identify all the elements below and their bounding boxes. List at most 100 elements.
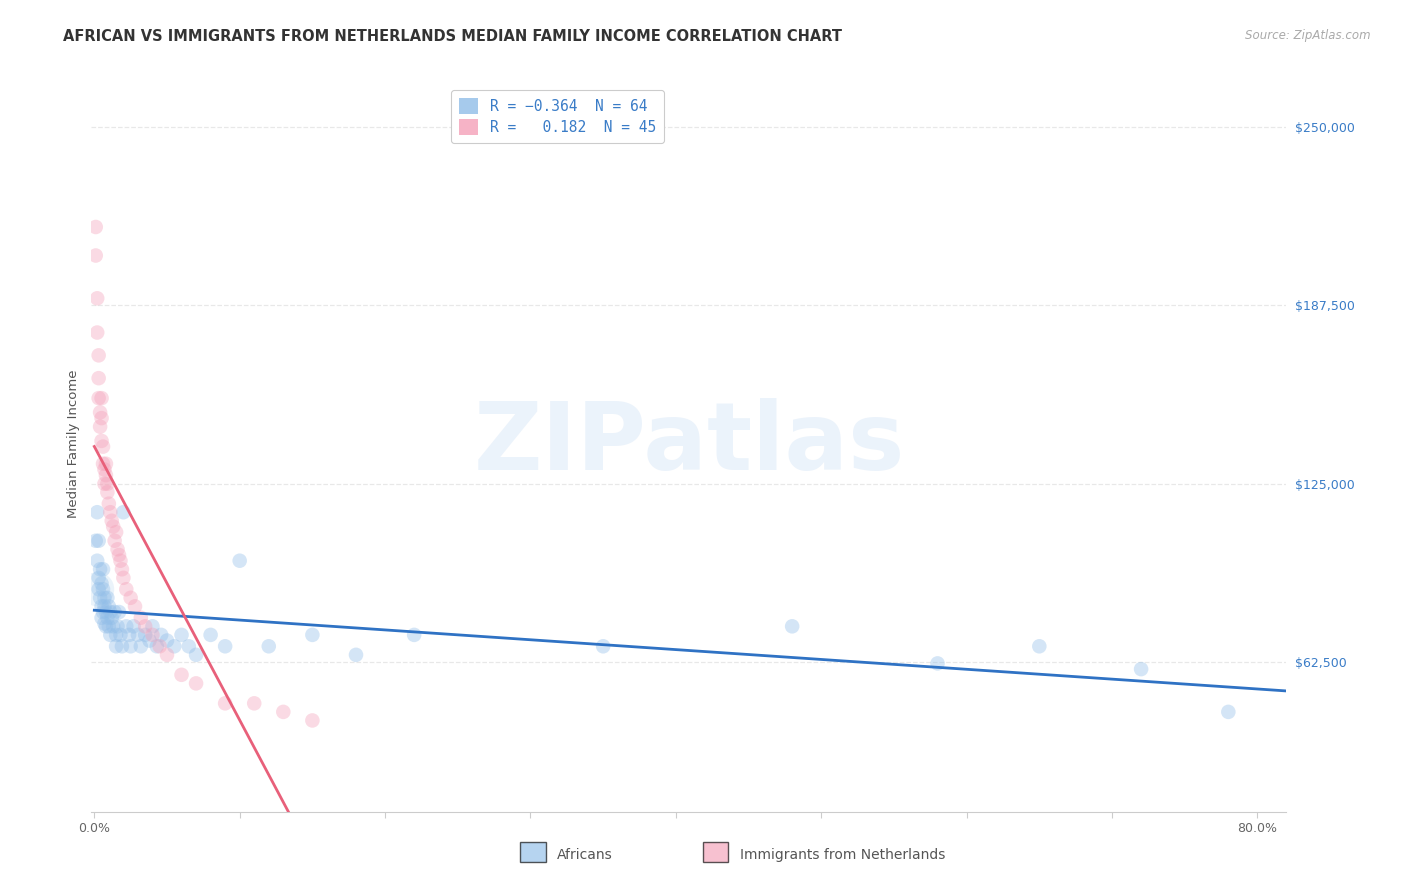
Point <box>344 648 367 662</box>
Point <box>86 505 108 519</box>
Point <box>103 519 125 533</box>
Point <box>91 457 114 471</box>
Point <box>1130 662 1153 676</box>
Point <box>87 391 110 405</box>
Point <box>110 554 132 568</box>
Point <box>91 562 114 576</box>
Point <box>87 348 110 362</box>
Point <box>104 605 127 619</box>
Point <box>122 619 145 633</box>
Point <box>138 633 160 648</box>
Point <box>112 505 135 519</box>
Point <box>115 582 138 597</box>
Point <box>94 605 117 619</box>
Point <box>90 434 112 448</box>
Point <box>94 619 117 633</box>
Point <box>89 591 111 605</box>
Point <box>1028 640 1050 654</box>
Point <box>105 525 128 540</box>
Point <box>115 619 138 633</box>
Point <box>184 676 207 690</box>
Text: Immigrants from Netherlands: Immigrants from Netherlands <box>740 847 945 862</box>
Point <box>111 640 134 654</box>
Point <box>84 248 107 262</box>
Point <box>124 599 146 614</box>
Point <box>89 405 111 419</box>
Point <box>93 591 115 605</box>
Point <box>112 571 135 585</box>
Point <box>129 611 152 625</box>
Point <box>118 628 141 642</box>
Point <box>94 457 117 471</box>
Point <box>271 705 294 719</box>
Point <box>89 419 111 434</box>
Point <box>108 605 131 619</box>
Point <box>96 476 118 491</box>
Point <box>86 554 108 568</box>
Point <box>927 657 949 671</box>
Point <box>94 468 117 483</box>
Point <box>96 591 118 605</box>
Point <box>108 548 131 562</box>
Point <box>110 628 132 642</box>
Point <box>257 640 280 654</box>
Point <box>91 582 114 597</box>
Point <box>91 605 114 619</box>
Point <box>150 628 173 642</box>
Point <box>96 485 118 500</box>
Point <box>214 640 236 654</box>
Point <box>90 391 112 405</box>
Point <box>170 668 193 682</box>
Point <box>120 591 142 605</box>
Point <box>97 619 120 633</box>
Point <box>163 640 186 654</box>
Point <box>156 633 179 648</box>
Point <box>780 619 803 633</box>
Point <box>404 628 426 642</box>
Point <box>100 514 122 528</box>
Point <box>149 640 172 654</box>
Point <box>91 440 114 454</box>
Point <box>105 640 128 654</box>
Point <box>301 714 323 728</box>
Point <box>89 562 111 576</box>
Point <box>100 611 122 625</box>
Point <box>87 582 110 597</box>
Point <box>105 628 128 642</box>
Point <box>97 497 120 511</box>
Text: ZIPatlas: ZIPatlas <box>474 398 904 490</box>
Y-axis label: Median Family Income: Median Family Income <box>67 369 80 518</box>
Point <box>592 640 614 654</box>
Point <box>103 619 125 633</box>
Point <box>134 619 156 633</box>
Point <box>86 326 108 340</box>
Point <box>214 696 236 710</box>
Point <box>177 640 200 654</box>
Point <box>98 628 121 642</box>
Point <box>107 619 129 633</box>
Point <box>90 599 112 614</box>
Legend: R = −0.364  N = 64, R =   0.182  N = 45: R = −0.364 N = 64, R = 0.182 N = 45 <box>451 90 664 144</box>
Point <box>84 533 107 548</box>
Point <box>90 576 112 591</box>
Point <box>93 616 115 631</box>
Point <box>104 533 127 548</box>
Text: Africans: Africans <box>557 847 613 862</box>
Point <box>87 533 110 548</box>
Point <box>156 648 179 662</box>
Point <box>84 219 107 234</box>
Point <box>170 628 193 642</box>
Point <box>243 696 266 710</box>
Point <box>90 611 112 625</box>
Point <box>228 554 250 568</box>
Point <box>98 605 121 619</box>
Point <box>86 291 108 305</box>
Point <box>141 619 163 633</box>
Point <box>98 505 121 519</box>
Point <box>87 371 110 385</box>
Point <box>107 542 129 557</box>
Point <box>87 571 110 585</box>
Point <box>96 611 118 625</box>
Point <box>200 628 222 642</box>
Point <box>86 582 108 597</box>
